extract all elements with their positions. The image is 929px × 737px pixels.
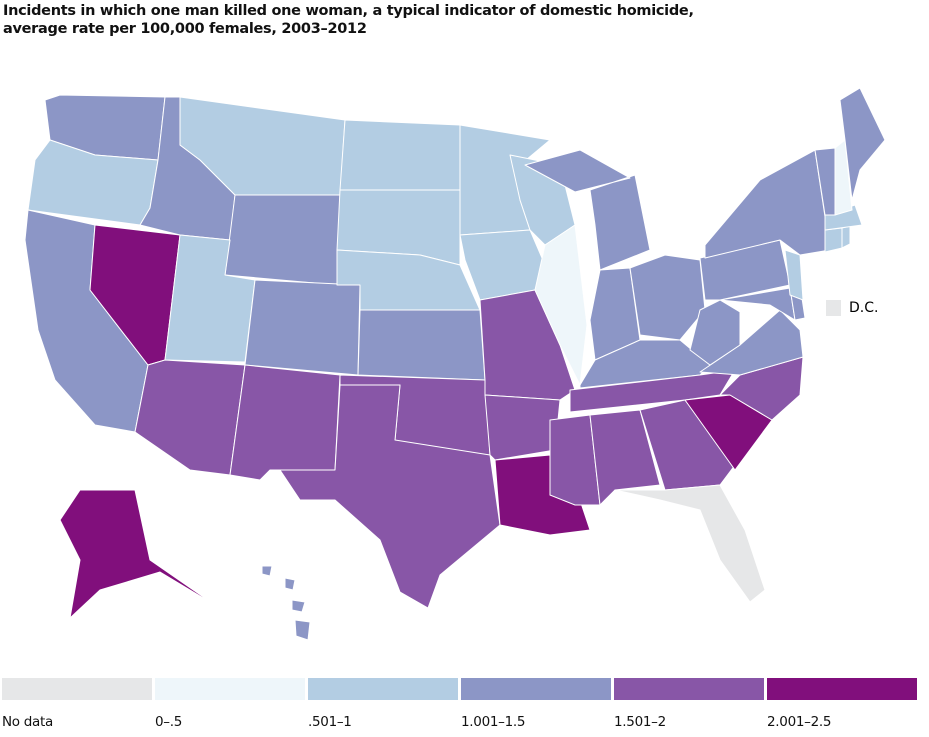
legend-label: No data <box>2 714 53 730</box>
title-line-2: average rate per 100,000 females, 2003–2… <box>3 21 367 37</box>
state-ks <box>357 309 486 381</box>
state-al <box>589 409 661 506</box>
legend: No data 0–.5 .501–1 1.001–1.5 1.501–2 2.… <box>2 678 917 730</box>
state-nd <box>339 119 461 191</box>
legend-item: No data <box>2 678 152 730</box>
state-az <box>134 359 246 476</box>
state-tx <box>279 384 501 609</box>
us-choropleth-map <box>24 87 886 641</box>
state-me <box>839 87 886 201</box>
dc-label: D.C. <box>849 300 879 316</box>
legend-swatch <box>2 678 152 700</box>
dc-key: D.C. <box>826 300 878 316</box>
legend-swatch <box>308 678 458 700</box>
state-ri <box>841 225 851 249</box>
title-line-1: Incidents in which one man killed one wo… <box>3 3 694 19</box>
state-wy <box>224 194 341 286</box>
state-ms <box>549 414 601 506</box>
state-ny <box>704 149 831 259</box>
legend-swatch <box>767 678 917 700</box>
legend-item: 1.501–2 <box>614 678 764 730</box>
state-mi <box>524 149 651 271</box>
state-co <box>244 279 361 376</box>
legend-swatch <box>461 678 611 700</box>
state-nh <box>834 139 853 216</box>
legend-item: 1.001–1.5 <box>461 678 611 730</box>
state-fl <box>614 484 766 603</box>
legend-swatch <box>614 678 764 700</box>
legend-swatch <box>155 678 305 700</box>
legend-label: 1.501–2 <box>614 714 666 730</box>
legend-label: 0–.5 <box>155 714 183 730</box>
state-nj <box>784 249 804 301</box>
legend-label: 1.001–1.5 <box>461 714 526 730</box>
dc-swatch <box>826 300 841 316</box>
map-title: Incidents in which one man killed one wo… <box>3 2 694 38</box>
state-hi <box>261 565 311 641</box>
state-nm <box>229 364 341 481</box>
legend-item: .501–1 <box>308 678 458 730</box>
legend-label: 2.001–2.5 <box>767 714 832 730</box>
state-ct <box>824 227 843 253</box>
state-oh <box>629 254 706 341</box>
state-ia <box>459 229 546 301</box>
legend-item: 0–.5 <box>155 678 305 730</box>
state-ar <box>484 394 561 461</box>
legend-label: .501–1 <box>308 714 352 730</box>
state-ga <box>639 399 736 491</box>
legend-item: 2.001–2.5 <box>767 678 917 730</box>
state-ak <box>59 489 216 619</box>
